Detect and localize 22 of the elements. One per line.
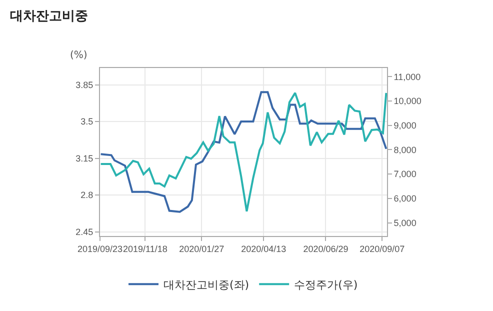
y2-tick-label: 8,000 [394, 144, 416, 155]
y-axis-title: (%) [70, 50, 88, 61]
y-tick-label: 3.85 [76, 80, 94, 90]
y-tick-label: 3.15 [76, 153, 94, 164]
y2-tick-label: 10,000 [394, 96, 422, 106]
x-tick-label: 2020/09/07 [360, 244, 405, 254]
x-tick-label: 2020/04/13 [241, 244, 286, 254]
y-tick-label: 2.45 [76, 226, 94, 237]
legend-label: 수정주가(우) [294, 278, 358, 292]
y-tick-label: 3.5 [80, 116, 94, 127]
y2-tick-label: 5,000 [394, 218, 416, 228]
x-tick-label: 2019/09/23 [77, 244, 123, 254]
y2-tick-label: 6,000 [394, 194, 416, 204]
x-tick-label: 2019/11/18 [122, 244, 168, 254]
y2-tick-label: 9,000 [394, 120, 416, 130]
y2-tick-label: 11,000 [394, 72, 421, 82]
y2-tick-label: 7,000 [394, 169, 416, 180]
x-tick-label: 2020/01/27 [179, 244, 224, 254]
legend-label: 대차잔고비중(좌) [164, 278, 250, 292]
x-tick-label: 2020/06/29 [303, 244, 348, 254]
chart-title: 대차잔고비중 [10, 9, 88, 24]
y-tick-label: 2.8 [80, 190, 94, 200]
